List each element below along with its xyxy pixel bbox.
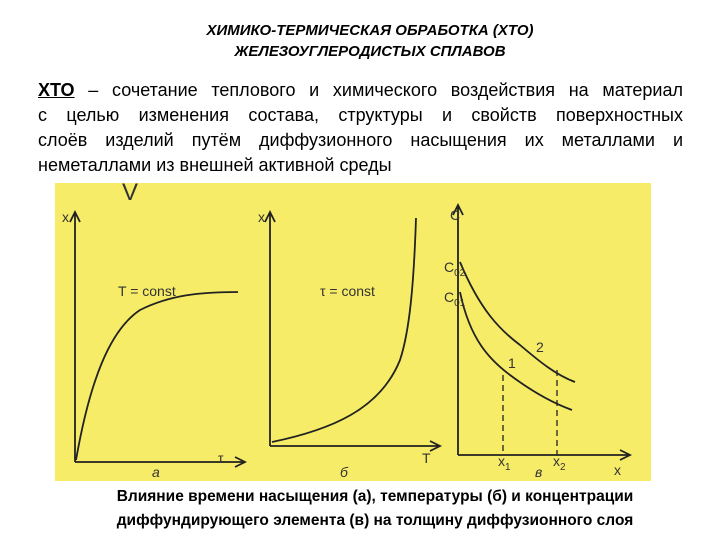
term: ХТО	[38, 80, 75, 100]
figure-background	[55, 183, 651, 481]
axis-label: x	[614, 462, 621, 478]
symbol: x	[498, 453, 505, 469]
title-line: ЖЕЛЕЗОУГЛЕРОДИСТЫХ СПЛАВОВ	[234, 43, 506, 60]
condition: τ = const	[320, 283, 375, 299]
point-label: x2	[553, 453, 566, 473]
definition-line: ХТО – сочетание теплового и химического …	[38, 78, 683, 103]
definition: ХТО – сочетание теплового и химического …	[38, 78, 683, 178]
subscript: 02	[454, 268, 466, 279]
axis-label: T	[422, 450, 431, 466]
curve-label: 1	[508, 355, 516, 371]
symbol: C	[444, 289, 454, 305]
subscript: 2	[560, 462, 566, 473]
panel-letter: в	[535, 464, 542, 480]
level-label: C02	[444, 259, 466, 279]
condition: T = const	[118, 283, 176, 299]
symbol: C	[444, 259, 454, 275]
subscript: 01	[454, 298, 466, 309]
graph-b	[264, 209, 443, 452]
title-line: ХИМИКО-ТЕРМИЧЕСКАЯ ОБРАБОТКА (ХТО)	[206, 22, 534, 39]
definition-line: с целью изменения состава, структуры и с…	[38, 105, 683, 125]
point-label: x1	[498, 453, 511, 473]
graph-c	[452, 202, 633, 461]
definition-line: неметаллами из внешней активной среды	[38, 155, 392, 175]
panel-letter: а	[152, 464, 160, 480]
curve-label: 2	[536, 339, 544, 355]
caption-line: диффундирующего элемента (в) на толщину …	[116, 512, 634, 529]
symbol: x	[553, 453, 560, 469]
graph-a	[69, 209, 248, 468]
text: – сочетание теплового и химического возд…	[74, 80, 683, 100]
level-label: C01	[444, 289, 466, 309]
mark: V	[122, 179, 138, 206]
axis-label: C	[450, 207, 460, 223]
subscript: 1	[505, 462, 511, 473]
caption: Влияние времени насыщения (а), температу…	[55, 485, 695, 533]
definition-line: слоёв изделий путём диффузионного насыще…	[38, 130, 683, 150]
axis-label: x	[258, 209, 265, 225]
panel-letter: б	[340, 464, 349, 480]
axis-label: x	[62, 209, 69, 225]
caption-line: Влияние времени насыщения (а), температу…	[116, 488, 634, 505]
axis-label: τ	[218, 450, 224, 466]
